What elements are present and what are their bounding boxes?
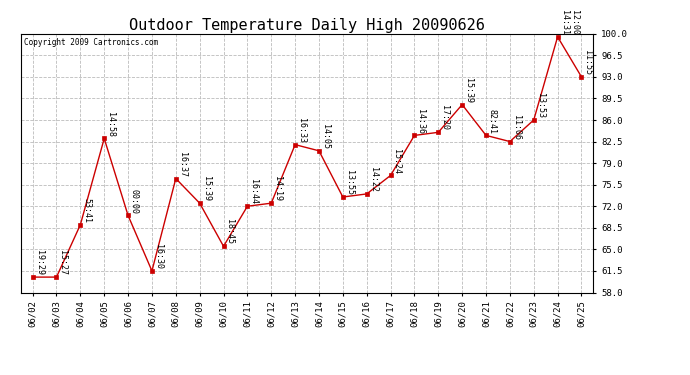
Text: 13:53: 13:53 — [535, 93, 544, 118]
Text: 11:55: 11:55 — [583, 50, 593, 75]
Text: 16:33: 16:33 — [297, 118, 306, 143]
Text: 16:44: 16:44 — [249, 179, 258, 204]
Text: 15:24: 15:24 — [393, 148, 402, 174]
Text: 00:00: 00:00 — [130, 189, 139, 214]
Text: 14:22: 14:22 — [368, 167, 377, 192]
Text: 19:29: 19:29 — [34, 250, 43, 275]
Text: 15:39: 15:39 — [201, 176, 210, 201]
Text: 18:45: 18:45 — [226, 219, 235, 245]
Text: 53:41: 53:41 — [82, 198, 91, 223]
Text: 12:00
14:31: 12:00 14:31 — [560, 10, 579, 35]
Text: 11:06: 11:06 — [512, 115, 521, 140]
Text: 16:37: 16:37 — [178, 152, 187, 177]
Text: 15:27: 15:27 — [59, 250, 68, 275]
Text: 14:19: 14:19 — [273, 176, 282, 201]
Text: 14:58: 14:58 — [106, 112, 115, 136]
Text: 82:41: 82:41 — [488, 108, 497, 134]
Text: 14:36: 14:36 — [416, 108, 425, 134]
Text: 13:55: 13:55 — [345, 170, 354, 195]
Text: 15:39: 15:39 — [464, 78, 473, 103]
Text: 14:05: 14:05 — [321, 124, 330, 149]
Text: 17:20: 17:20 — [440, 105, 449, 130]
Text: Copyright 2009 Cartronics.com: Copyright 2009 Cartronics.com — [23, 38, 158, 46]
Text: 16:30: 16:30 — [154, 244, 163, 269]
Title: Outdoor Temperature Daily High 20090626: Outdoor Temperature Daily High 20090626 — [129, 18, 485, 33]
